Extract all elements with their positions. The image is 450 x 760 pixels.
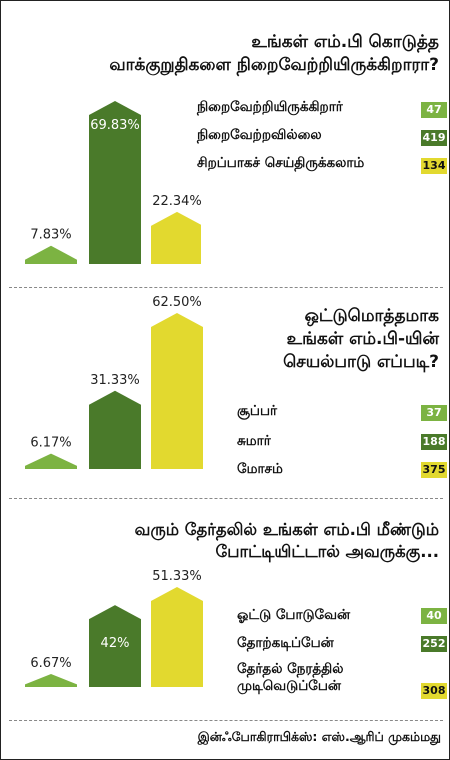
chart-3-legend-label-2: தோற்கடிப்பேன் <box>237 635 334 651</box>
chart-2-title: ஒட்டுமொத்தமாக உங்கள் எம்.பி-யின் செயல்பா… <box>283 305 439 374</box>
credit-footer: இன்ஃபோகிராபிக்ஸ்: எஸ்.ஆரிப் முகம்மது <box>197 729 441 744</box>
chart-1-title-line-2: வாக்குறுதிகளை நிறைவேற்றியிருக்கிறாரா? <box>109 54 439 75</box>
chart-3-bar-3 <box>151 587 203 687</box>
chart-2-bar-1 <box>25 453 77 469</box>
chart-2-bars: 6.17% 31.33% 62.50% <box>25 295 203 469</box>
chart-3-bar-2 <box>89 605 141 687</box>
chart-1-bar-1 <box>25 245 77 264</box>
chart-2-legend-item-3: மோசம் <box>237 461 283 479</box>
chart-2-value-label-3: 62.50% <box>152 295 202 310</box>
chart-2-value-label-1: 6.17% <box>30 436 71 451</box>
chart-1-title-line-1: உங்கள் எம்.பி கொடுத்த <box>251 32 439 52</box>
chart-2-count-badge-1: 37 <box>421 405 447 421</box>
chart-1-count-badge-1: 47 <box>421 102 447 118</box>
chart-2-title-line-2: உங்கள் எம்.பி-யின் <box>286 328 439 349</box>
chart-1-bar-3 <box>151 211 201 264</box>
chart-1-legend-item-2: நிறைவேற்றவில்லை <box>197 127 322 145</box>
chart-1-title: உங்கள் எம்.பி கொடுத்த வாக்குறுதிகளை நிறை… <box>109 31 439 77</box>
chart-1-value-label-1: 7.83% <box>30 228 71 243</box>
chart-2-count-badge-2: 188 <box>421 434 447 450</box>
chart-1-value-label-2: 69.83% <box>90 118 140 133</box>
chart-1-count-badge-2: 419 <box>421 130 447 146</box>
chart-2-legend-item-2: சுமார் <box>237 433 271 451</box>
chart-2-legend-label-3: மோசம் <box>237 461 283 477</box>
chart-3-value-label-1: 6.67% <box>30 656 71 671</box>
chart-3-legend-label-3: தேர்தல் நேரத்தில் முடிவெடுப்பேன் <box>237 661 343 695</box>
chart-3-count-badge-1: 40 <box>421 608 447 624</box>
chart-3-title: வரும் தேர்தலில் உங்கள் எம்.பி மீண்டும் ப… <box>135 519 439 564</box>
chart-1-legend-item-1: நிறைவேற்றியிருக்கிறார் <box>197 99 343 117</box>
chart-3-value-label-2: 42% <box>101 636 130 651</box>
chart-1-legend-item-3: சிறப்பாகச் செய்திருக்கலாம் <box>197 155 364 173</box>
chart-2-legend-label-1: சூப்பர் <box>237 403 278 419</box>
chart-1-legend-label-3: சிறப்பாகச் செய்திருக்கலாம் <box>197 155 365 171</box>
chart-3-legend-label-3-line-2: முடிவெடுப்பேன் <box>237 677 341 694</box>
chart-3-title-line-2: போட்டியிட்டால் அவருக்கு... <box>215 542 439 562</box>
chart-1-value-label-3: 22.34% <box>152 194 201 209</box>
chart-1-legend-label-2: நிறைவேற்றவில்லை <box>197 127 322 143</box>
chart-3-title-line-1: வரும் தேர்தலில் உங்கள் எம்.பி மீண்டும் <box>134 520 439 539</box>
chart-3-count-badge-3: 308 <box>421 683 447 699</box>
chart-2-legend-label-2: சுமார் <box>237 433 271 449</box>
chart-3-legend-label-3-line-1: தேர்தல் நேரத்தில் <box>237 661 344 677</box>
chart-2-value-label-2: 31.33% <box>90 373 140 388</box>
divider-2 <box>9 498 443 499</box>
chart-2-bar-3 <box>151 313 203 469</box>
chart-3-bars: 6.67% 42% 51.33% <box>25 569 203 687</box>
chart-1-count-badge-3: 134 <box>421 158 447 174</box>
chart-1-legend-label-1: நிறைவேற்றியிருக்கிறார் <box>197 99 343 115</box>
chart-3-legend-item-3: தேர்தல் நேரத்தில் முடிவெடுப்பேன் <box>237 661 343 695</box>
chart-2-title-line-1: ஒட்டுமொத்தமாக <box>304 306 439 326</box>
chart-3-legend-item-2: தோற்கடிப்பேன் <box>237 635 334 653</box>
chart-2-bar-2 <box>89 390 141 469</box>
chart-3-value-label-3: 51.33% <box>152 569 202 584</box>
chart-1-bars: 7.83% 69.83% 22.34% <box>25 101 201 264</box>
divider-3 <box>9 720 443 721</box>
chart-2-title-line-3: செயல்பாடு எப்படி? <box>283 351 439 372</box>
chart-2-legend-item-1: சூப்பர் <box>237 403 277 421</box>
chart-3-count-badge-2: 252 <box>421 636 447 652</box>
chart-3-bar-1 <box>25 674 77 687</box>
chart-2-count-badge-3: 375 <box>421 462 447 478</box>
chart-3-legend-item-1: ஓட்டு போடுவேன் <box>237 607 350 625</box>
chart-1-bar-2 <box>89 101 141 264</box>
chart-3-legend-label-1: ஓட்டு போடுவேன் <box>237 607 351 623</box>
divider-1 <box>9 287 443 288</box>
